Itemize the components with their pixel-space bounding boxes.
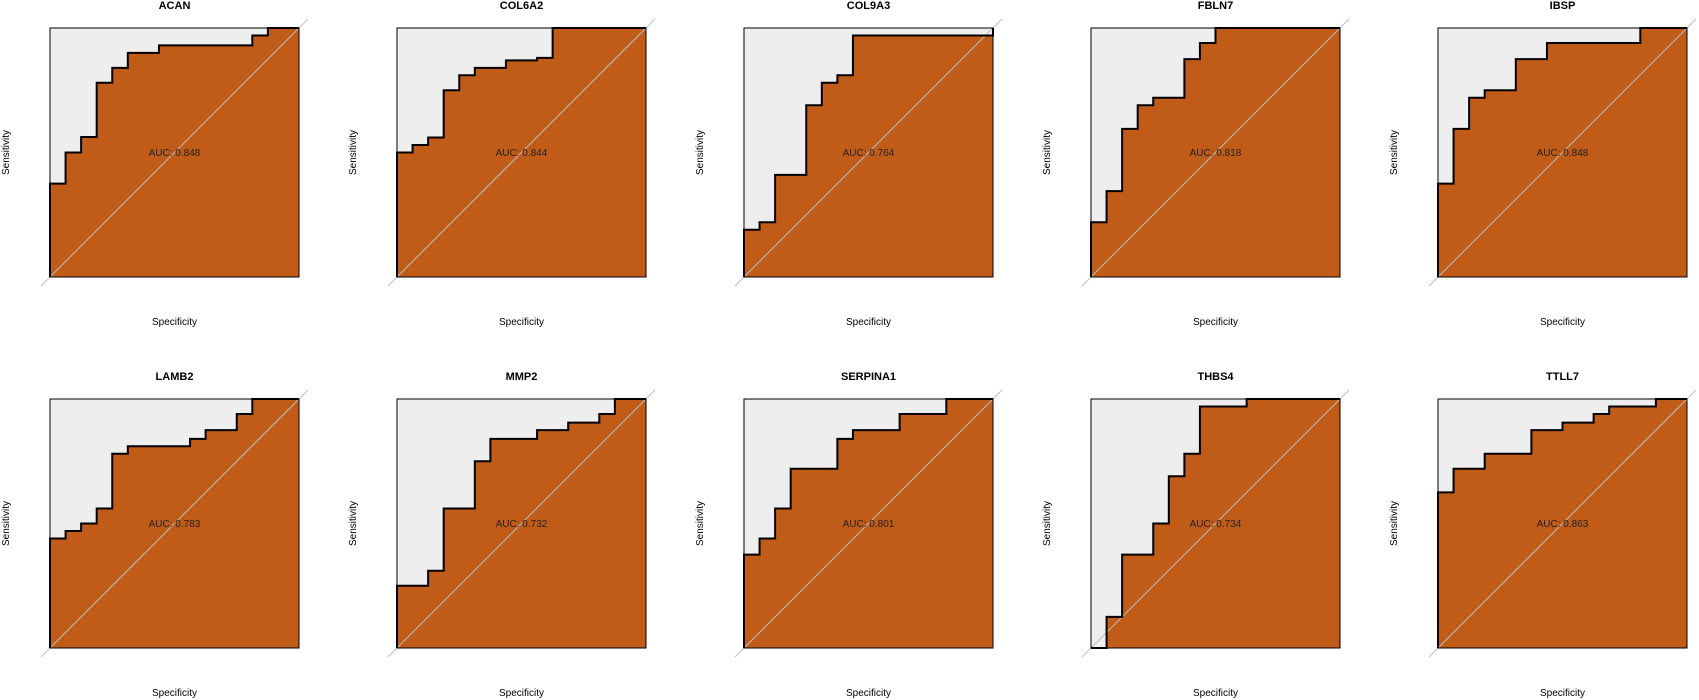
y-axis-label: Sensitivity — [1042, 501, 1053, 546]
panel-title: IBSP — [1550, 0, 1576, 12]
y-axis-label: Sensitivity — [695, 501, 706, 546]
panel-title: SERPINA1 — [841, 371, 896, 383]
reference-diagonal — [40, 389, 309, 658]
panel-title: FBLN7 — [1198, 0, 1233, 12]
y-axis-label: Sensitivity — [348, 130, 359, 175]
roc-panel-acan: ACAN AUC: 0.848 Specificity Sensitivity — [1, 0, 309, 328]
roc-curve — [396, 398, 646, 648]
reference-diagonal — [387, 389, 656, 658]
reference-diagonal — [1081, 18, 1350, 287]
reference-diagonal — [1081, 389, 1350, 658]
auc-label: AUC: 0.844 — [496, 148, 548, 159]
plot-frame — [1090, 398, 1341, 649]
plot-frame — [1437, 398, 1688, 649]
auc-label: AUC: 0.848 — [149, 148, 201, 159]
panel-title: TTLL7 — [1546, 371, 1579, 383]
x-axis-label: Specificity — [1540, 317, 1585, 328]
roc-panel-fbln7: FBLN7 AUC: 0.818 Specificity Sensitivity — [1042, 0, 1350, 328]
x-axis-label: Specificity — [846, 317, 891, 328]
plot-frame — [49, 398, 300, 649]
y-axis-label: Sensitivity — [1389, 501, 1400, 546]
x-axis-label: Specificity — [499, 688, 544, 699]
auc-label: AUC: 0.863 — [1537, 519, 1589, 530]
plot-frame — [396, 27, 647, 278]
plot-frame — [396, 398, 647, 649]
roc-curve — [396, 27, 646, 277]
auc-label: AUC: 0.801 — [843, 519, 895, 530]
auc-label: AUC: 0.848 — [1537, 148, 1589, 159]
reference-diagonal — [734, 18, 1003, 287]
auc-label: AUC: 0.818 — [1190, 148, 1242, 159]
x-axis-label: Specificity — [499, 317, 544, 328]
panel-title: COL9A3 — [847, 0, 890, 12]
plot-frame — [49, 27, 300, 278]
roc-curve — [743, 28, 994, 277]
roc-curve — [1091, 398, 1340, 649]
x-axis-label: Specificity — [1540, 688, 1585, 699]
auc-label: AUC: 0.783 — [149, 519, 201, 530]
roc-panel-ttll7: TTLL7 AUC: 0.863 Specificity Sensitivity — [1389, 371, 1697, 699]
roc-curve — [743, 398, 993, 648]
panel-title: COL6A2 — [500, 0, 543, 12]
y-axis-label: Sensitivity — [1389, 130, 1400, 175]
plot-frame — [1090, 27, 1341, 278]
panel-title: MMP2 — [506, 371, 538, 383]
panel-title: LAMB2 — [156, 371, 194, 383]
roc-panel-mmp2: MMP2 AUC: 0.732 Specificity Sensitivity — [348, 371, 656, 699]
roc-panel-col6a2: COL6A2 AUC: 0.844 Specificity Sensitivity — [348, 0, 656, 328]
plot-frame — [743, 398, 994, 649]
x-axis-label: Specificity — [152, 688, 197, 699]
auc-label: AUC: 0.734 — [1190, 519, 1242, 530]
roc-curve — [49, 398, 299, 648]
roc-curve — [49, 27, 299, 277]
x-axis-label: Specificity — [1193, 688, 1238, 699]
roc-panel-thbs4: THBS4 AUC: 0.734 Specificity Sensitivity — [1042, 371, 1350, 699]
roc-curve — [1090, 27, 1340, 277]
reference-diagonal — [40, 18, 309, 287]
y-axis-label: Sensitivity — [1, 501, 12, 546]
roc-panel-ibsp: IBSP AUC: 0.848 Specificity Sensitivity — [1389, 0, 1697, 328]
roc-curve — [1437, 27, 1687, 277]
plot-frame — [743, 27, 994, 278]
x-axis-label: Specificity — [152, 317, 197, 328]
x-axis-label: Specificity — [846, 688, 891, 699]
reference-diagonal — [1428, 389, 1697, 658]
roc-panel-col9a3: COL9A3 AUC: 0.764 Specificity Sensitivity — [695, 0, 1003, 328]
roc-panel-lamb2: LAMB2 AUC: 0.783 Specificity Sensitivity — [1, 371, 309, 699]
reference-diagonal — [1428, 18, 1697, 287]
auc-label: AUC: 0.732 — [496, 519, 548, 530]
reference-diagonal — [387, 18, 656, 287]
reference-diagonal — [734, 389, 1003, 658]
x-axis-label: Specificity — [1193, 317, 1238, 328]
roc-curve — [1437, 398, 1687, 648]
plot-frame — [1437, 27, 1688, 278]
y-axis-label: Sensitivity — [1, 130, 12, 175]
auc-label: AUC: 0.764 — [843, 148, 895, 159]
y-axis-label: Sensitivity — [1042, 130, 1053, 175]
roc-panel-serpina1: SERPINA1 AUC: 0.801 Specificity Sensitivity — [695, 371, 1003, 699]
panel-title: THBS4 — [1197, 371, 1234, 383]
panel-title: ACAN — [159, 0, 191, 12]
y-axis-label: Sensitivity — [348, 501, 359, 546]
y-axis-label: Sensitivity — [695, 130, 706, 175]
